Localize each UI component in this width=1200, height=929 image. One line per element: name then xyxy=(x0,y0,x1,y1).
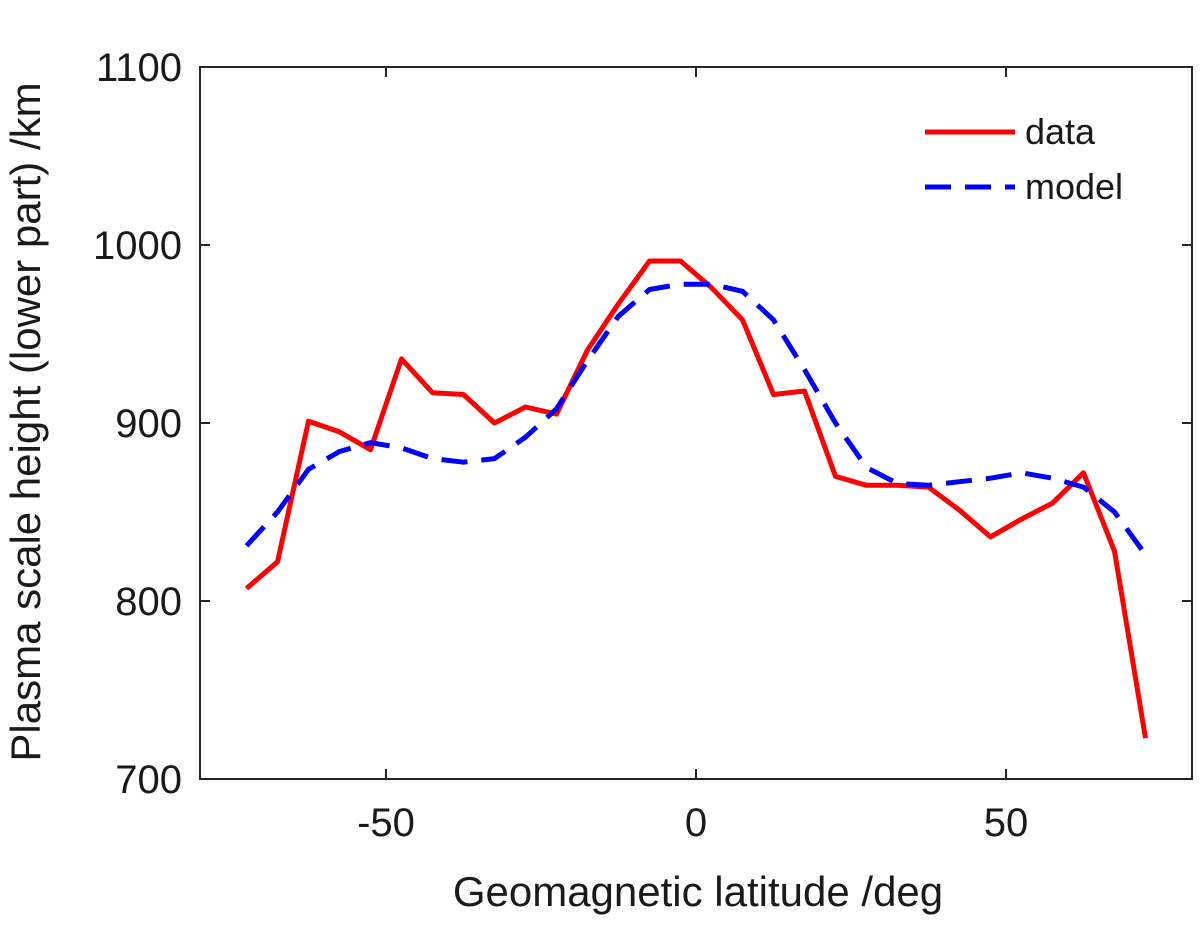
y-axis-label: Plasma scale height (lower part) /km xyxy=(2,82,49,761)
x-tick-label: 0 xyxy=(685,801,707,845)
y-tick-label: 1000 xyxy=(93,224,182,268)
y-tick-label: 900 xyxy=(115,402,182,446)
y-tick-label: 700 xyxy=(115,758,182,802)
legend-label-model: model xyxy=(1025,166,1123,207)
plot-area xyxy=(200,67,1192,779)
y-tick-label: 800 xyxy=(115,580,182,624)
series-layer xyxy=(244,258,1148,739)
ticks-layer: -50 0 50 700 800 900 1000 1100 xyxy=(93,46,1192,845)
series-line-data xyxy=(244,258,1148,739)
x-tick-label: -50 xyxy=(357,801,415,845)
y-tick-label: 1100 xyxy=(96,46,182,90)
legend-label-data: data xyxy=(1025,111,1096,152)
plot-background xyxy=(200,67,1192,779)
x-axis-label: Geomagnetic latitude /deg xyxy=(453,868,943,915)
x-tick-label: 50 xyxy=(984,801,1029,845)
series-line-model xyxy=(244,281,1148,557)
legend: data model xyxy=(925,111,1123,207)
